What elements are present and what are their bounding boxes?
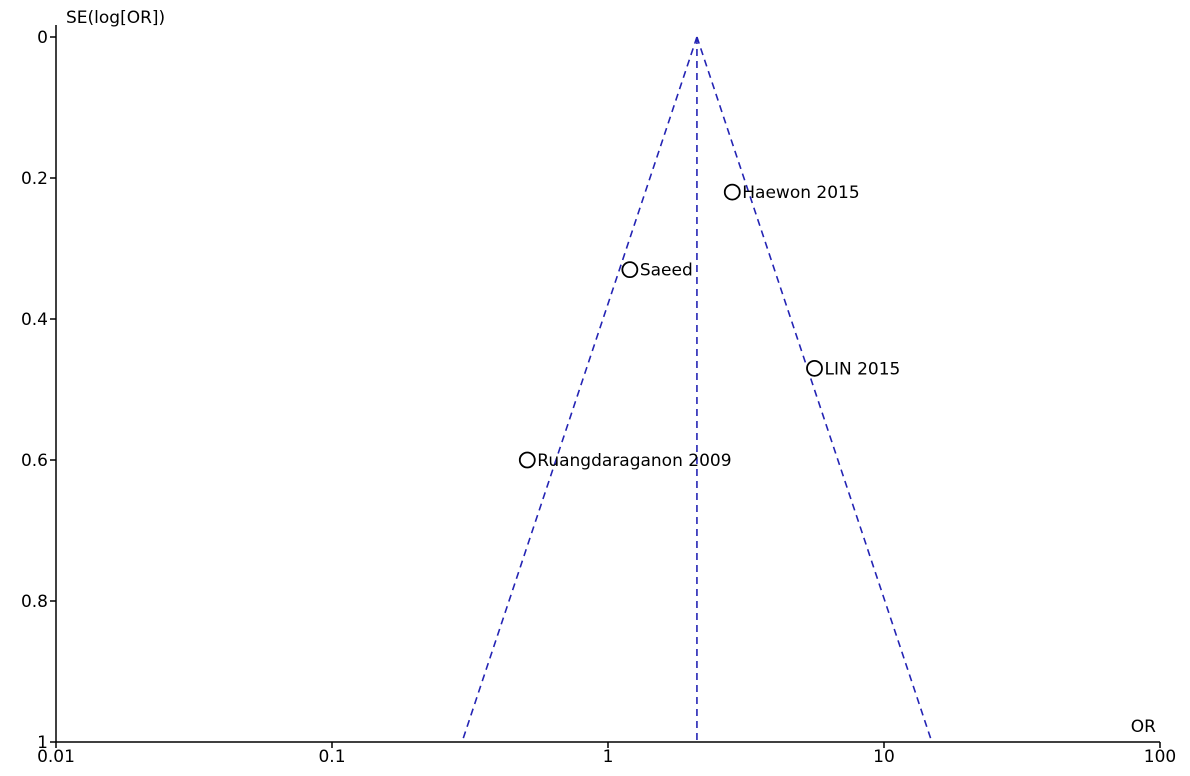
study-point-label: Ruangdaraganon 2009: [537, 451, 731, 471]
funnel-lines: [461, 36, 933, 743]
study-point: [806, 359, 823, 377]
y-axis-ticks: 0 0.2 0.4 0.6 0.8 1: [21, 28, 56, 753]
y-axis-title: SE(log[OR]): [66, 8, 165, 28]
x-tick-label: 10: [873, 747, 895, 767]
funnel-right-boundary: [696, 36, 933, 743]
y-tick-label: 0.8: [21, 592, 48, 612]
x-tick-label: 0.01: [37, 747, 75, 767]
x-axis-title: OR: [1131, 717, 1156, 737]
study-point: [723, 183, 741, 201]
x-tick-label: 0.1: [318, 747, 345, 767]
axes: 0 0.2 0.4 0.6 0.8 1 0.01 0.1 1 10 100 SE(log[OR])…: [21, 8, 1176, 767]
y-tick-label: 0.2: [21, 169, 48, 189]
study-point: [621, 261, 639, 279]
y-tick-label: 0: [37, 28, 48, 48]
study-point-label: LIN 2015: [824, 359, 900, 379]
y-tick-label: 0.4: [21, 310, 48, 330]
study-point-label: Haewon 2015: [742, 183, 859, 203]
study-point: [518, 451, 536, 469]
x-axis-ticks: 0.01 0.1 1 10 100: [37, 742, 1176, 767]
study-points: Haewon 2015 Saeed LIN 2015 Ruangdaraganon 2…: [518, 183, 900, 471]
x-tick-label: 100: [1144, 747, 1176, 767]
y-tick-label: 0.6: [21, 451, 48, 471]
y-tick-label: 1: [37, 733, 48, 753]
study-point-label: Saeed: [640, 261, 693, 281]
funnel-left-boundary: [461, 36, 698, 743]
x-tick-label: 1: [603, 747, 614, 767]
